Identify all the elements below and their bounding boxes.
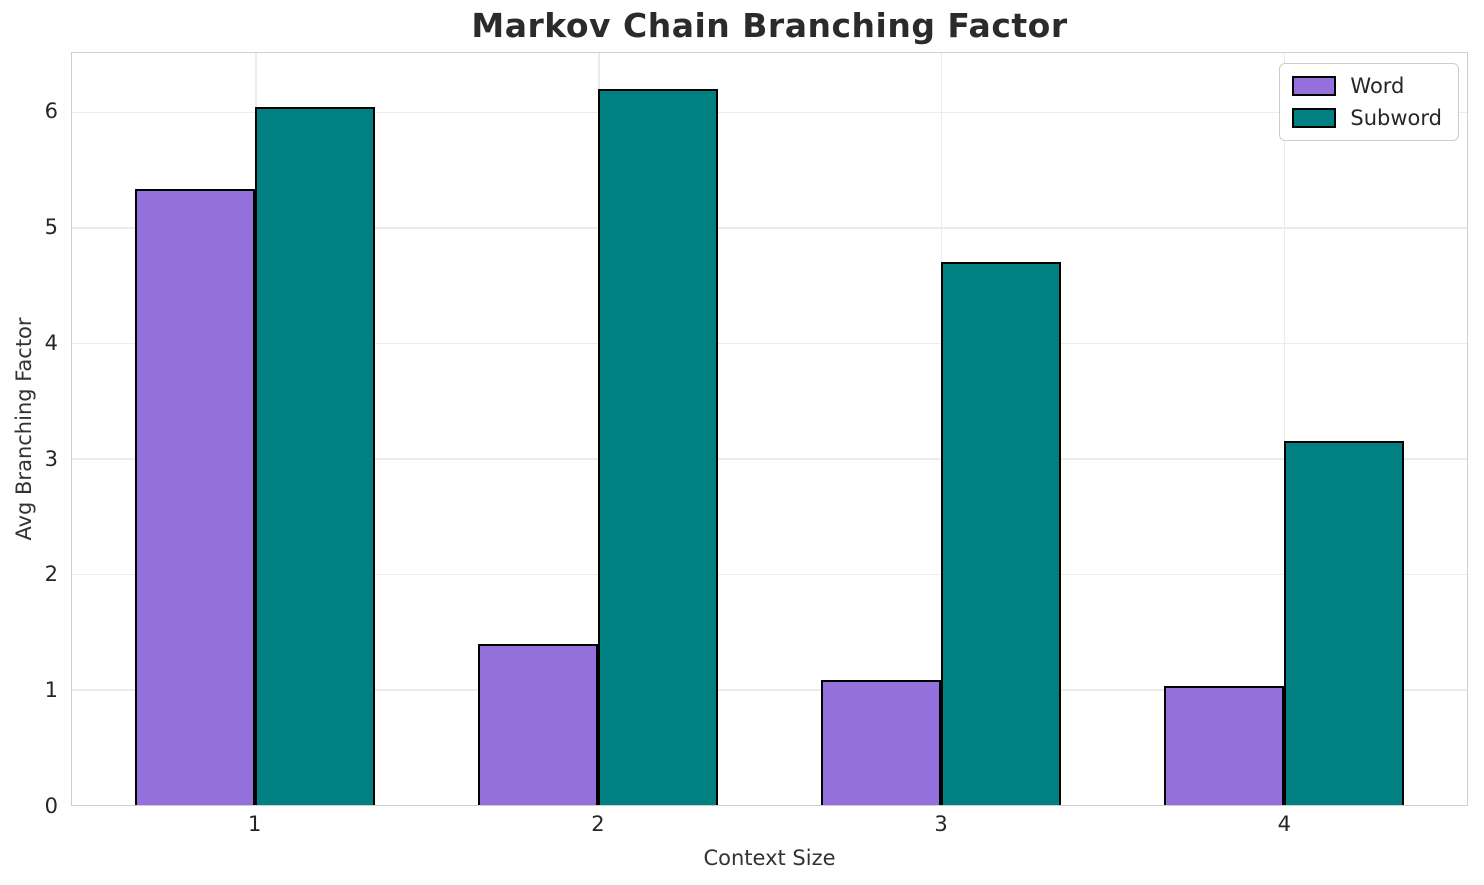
- x-tick-label: 4: [1277, 812, 1292, 836]
- legend-swatch-word: [1292, 76, 1337, 96]
- h-gridline: [72, 573, 1467, 576]
- x-tick-label: 3: [934, 812, 948, 836]
- bar-subword-3: [940, 262, 1061, 805]
- h-gridline: [72, 689, 1467, 691]
- h-gridline: [72, 458, 1467, 460]
- chart-title: Markov Chain Branching Factor: [471, 6, 1068, 45]
- legend-item-word: Word: [1292, 74, 1442, 98]
- y-tick-label: 5: [44, 214, 58, 239]
- bar-subword-4: [1283, 441, 1404, 805]
- x-tick-label: 2: [591, 812, 605, 836]
- y-tick-label: 3: [44, 446, 58, 471]
- h-gridline: [72, 342, 1467, 345]
- v-gridline: [1283, 53, 1286, 805]
- h-gridline: [72, 227, 1467, 229]
- legend-label: Subword: [1350, 106, 1442, 130]
- bar-subword-2: [598, 88, 719, 805]
- bar-word-4: [1163, 686, 1284, 805]
- y-tick-label: 4: [44, 330, 58, 355]
- bar-word-3: [820, 680, 941, 805]
- x-tick-label: 1: [247, 812, 262, 836]
- h-gridline: [72, 111, 1467, 114]
- bar-subword-1: [255, 107, 376, 805]
- bar-word-2: [478, 644, 599, 805]
- y-tick-label: 6: [44, 99, 58, 124]
- y-axis-ticks: 0 1 2 3 4 5 6: [0, 52, 58, 818]
- y-tick-label: 1: [44, 678, 58, 703]
- bar-word-1: [135, 189, 256, 805]
- plot-area: Word Subword: [71, 52, 1468, 806]
- legend: Word Subword: [1279, 63, 1459, 141]
- y-tick-label: 2: [44, 562, 58, 587]
- legend-label: Word: [1350, 74, 1405, 98]
- legend-item-subword: Subword: [1292, 106, 1442, 130]
- y-tick-label: 0: [44, 794, 58, 818]
- x-axis-label: Context Size: [703, 846, 836, 870]
- x-axis-ticks: 1 2 3 4: [71, 812, 1468, 842]
- legend-swatch-subword: [1292, 108, 1337, 128]
